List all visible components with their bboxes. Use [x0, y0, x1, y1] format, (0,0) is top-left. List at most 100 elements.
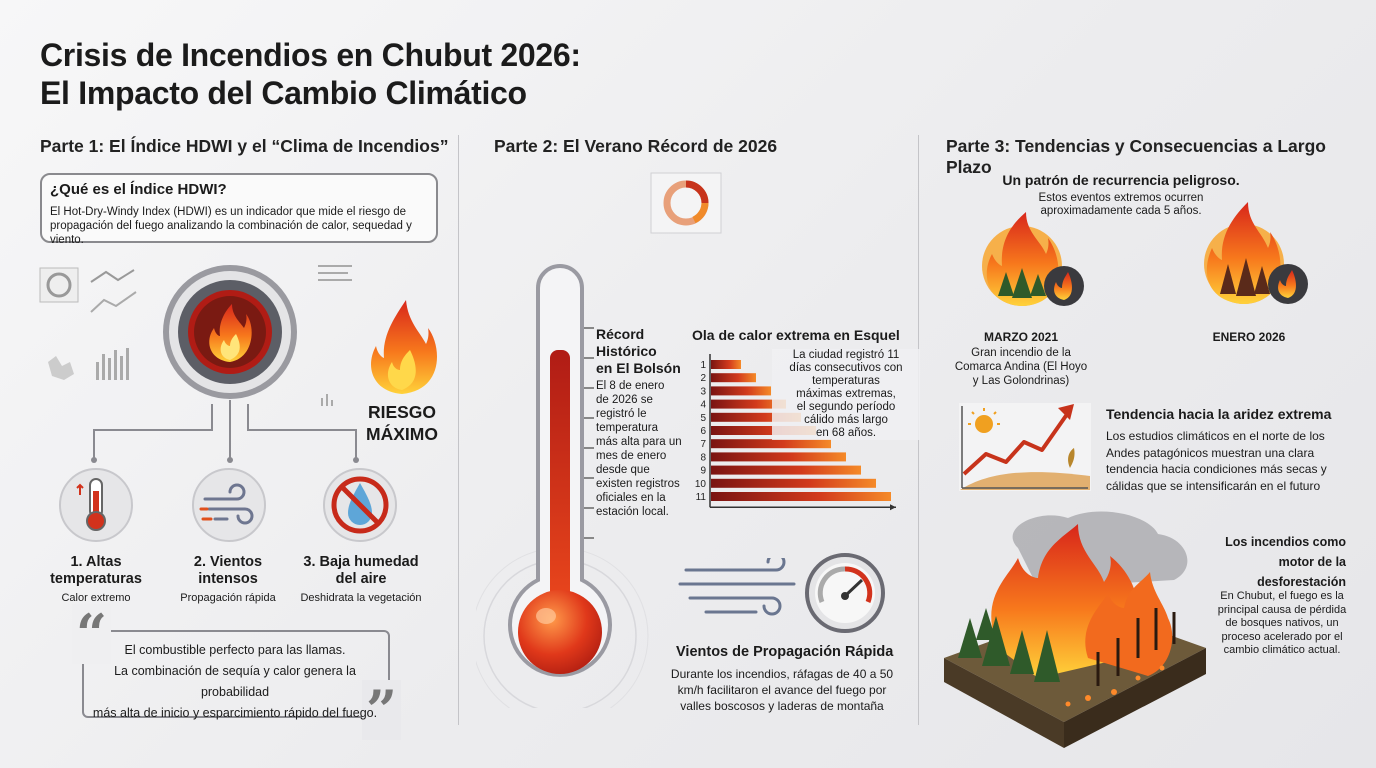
- pattern-text-2: aproximadamente cada 5 años.: [1040, 205, 1202, 217]
- heatwave-text-line: máximas extremas,: [796, 388, 896, 400]
- deforestation-text-line: En Chubut, el fuego es la: [1220, 590, 1344, 602]
- big-thermometer-icon: [476, 264, 649, 708]
- chart-tick-label: 2: [700, 373, 706, 384]
- record-text-line: existen registros: [596, 478, 680, 490]
- quote-line-1: El combustible perfecto para las llamas.: [124, 643, 346, 657]
- aridity-text-line: cálidas que se intensificarán en el futu…: [1106, 478, 1321, 493]
- heatwave-text-line: en 68 años.: [815, 427, 877, 439]
- wind-icon: [192, 468, 266, 542]
- event-2021-text-line: Comarca Andina (El Hoyo: [954, 361, 1088, 373]
- chart-tick-label: 1: [700, 360, 706, 371]
- chart-tick-label: 4: [700, 400, 706, 411]
- decorative-mini-charts: [39, 267, 137, 380]
- deforestation-text-line: de bosques nativos, un: [1225, 617, 1339, 629]
- record-text: El 8 de enero de 2026 se registró le tem…: [596, 379, 686, 519]
- record-text-line: desde que: [596, 464, 650, 476]
- thermometer-icon: [59, 468, 133, 542]
- open-quote-icon: “: [72, 604, 112, 664]
- chart-bar: [711, 439, 831, 449]
- heatwave-bar-chart: 1 2 3 4 5 6 7 8 9 10 11: [695, 354, 896, 511]
- factor-temperature-title-1: 1. Altas: [70, 554, 122, 570]
- aridity-text-line: tendencia hacia condiciones más secas y: [1106, 462, 1327, 476]
- record-title-2: Histórico: [596, 343, 657, 359]
- wind-lines-icon: [678, 558, 796, 616]
- pattern-title: Un patrón de recurrencia peligroso.: [1002, 172, 1240, 188]
- event-2021-text: Gran incendio de la Comarca Andina (El H…: [950, 346, 1092, 388]
- chart-tick-label: 7: [700, 439, 706, 450]
- deforestation-text-line: cambio climático actual.: [1223, 644, 1341, 656]
- quote-line-2: La combinación de sequía y calor genera …: [114, 664, 356, 699]
- risk-label-line2: MÁXIMO: [366, 424, 438, 444]
- record-text-line: estación local.: [596, 506, 669, 518]
- deforestation-text: En Chubut, el fuego es la principal caus…: [1204, 590, 1360, 658]
- event-2021: MARZO 2021 Gran incendio de la Comarca A…: [950, 330, 1092, 388]
- record-text-line: El 8 de enero: [596, 380, 665, 392]
- record-text-line: de 2026 se: [596, 394, 653, 406]
- aridity-title: Tendencia hacia la aridez extrema: [1106, 406, 1332, 422]
- deforestation-text-line: proceso acelerado por el: [1221, 630, 1343, 643]
- decorative-list-lines: [318, 265, 352, 406]
- chart-bar: [711, 492, 891, 501]
- hdwi-definition-title: ¿Qué es el Índice HDWI?: [50, 181, 227, 198]
- chart-tick-label: 8: [700, 452, 706, 463]
- chart-bar: [711, 478, 876, 488]
- deforestation-title-line: desforestación: [1257, 575, 1346, 589]
- record-text-line: temperatura: [596, 422, 659, 434]
- deforestation-title: Los incendios como motor de la desforest…: [1204, 532, 1346, 592]
- heatwave-text-line: temperaturas: [812, 375, 880, 387]
- quote-text: El combustible perfecto para las llamas.…: [82, 640, 388, 724]
- wind-text-line-2: km/h facilitaron el avance del fuego por: [677, 683, 887, 697]
- forest-fire-2021-icon: [982, 212, 1084, 306]
- part3-heading: Parte 3: Tendencias y Consecuencias a La…: [946, 136, 1326, 177]
- chart-title: Ola de calor extrema en Esquel: [692, 327, 900, 343]
- factor-temperature-title-2: temperaturas: [50, 571, 142, 587]
- quote-line-3: más alta de inicio y esparcimiento rápid…: [92, 706, 378, 720]
- event-2021-date: MARZO 2021: [983, 330, 1059, 344]
- factor-humidity-title-1: 3. Baja humedad: [303, 554, 419, 570]
- aridity-text-line: Los estudios climáticos en el norte de l…: [1106, 429, 1325, 443]
- deforestation-text-line: principal causa de pérdida: [1217, 603, 1347, 616]
- heatwave-text-line: días consecutivos con: [789, 362, 903, 374]
- heatwave-text-line: La ciudad registró 11: [792, 349, 900, 361]
- record-text-line: mes de enero: [596, 450, 667, 462]
- record-title-3: en El Bolsón: [596, 360, 681, 376]
- event-2021-text-line: Gran incendio de la: [971, 347, 1071, 359]
- speedometer-icon: [805, 553, 885, 633]
- event-2026-date: ENERO 2026: [1212, 330, 1286, 344]
- aridity-text: Los estudios climáticos en el norte de l…: [1106, 428, 1346, 494]
- aridity-text-line: Andes patagónicos muestran una clara: [1106, 445, 1315, 460]
- factor-humidity-sub: Deshidrata la vegetación: [300, 592, 422, 604]
- event-2021-text-line: y Las Golondrinas): [972, 375, 1070, 387]
- hdwi-definition-box: ¿Qué es el Índice HDWI? El Hot-Dry-Windy…: [40, 173, 438, 246]
- page-title-line1: Crisis de Incendios en Chubut 2026:: [40, 37, 581, 73]
- wind-text-line-3: valles boscosos y laderas de montaña: [680, 699, 884, 713]
- quote-box: [82, 630, 390, 718]
- hdwi-definition-text-2: propagación del fuego analizando la comb…: [50, 220, 412, 246]
- chart-tick-label: 3: [700, 386, 706, 397]
- close-quote-icon: ”: [362, 680, 402, 740]
- factor-humidity: 3. Baja humedad del aire Deshidrata la v…: [296, 554, 426, 604]
- heatwave-text-line: el segundo período: [796, 401, 896, 413]
- heatwave-text-line: cálido más largo: [804, 414, 888, 426]
- factor-connectors: [91, 400, 359, 463]
- page-title: Crisis de Incendios en Chubut 2026: El I…: [40, 36, 581, 112]
- factor-humidity-title-2: del aire: [335, 571, 387, 587]
- chart-axis-arrow: [890, 504, 896, 511]
- wind-title: Vientos de Propagación Rápida: [676, 644, 894, 660]
- divider-1: [458, 135, 459, 725]
- no-water-icon: [323, 468, 397, 542]
- part1-heading: Parte 1: El Índice HDWI y el “Clima de I…: [40, 136, 449, 156]
- forest-fire-2026-icon: [1204, 202, 1308, 304]
- chart-bar: [711, 373, 756, 383]
- record-text-line: más alta para un: [596, 436, 682, 448]
- chart-tick-label: 9: [700, 466, 706, 477]
- factor-wind: 2. Vientos intensos Propagación rápida: [168, 554, 288, 604]
- chart-bar: [711, 399, 786, 409]
- page-title-line2: El Impacto del Cambio Climático: [40, 75, 527, 111]
- pattern-text-1: Estos eventos extremos ocurren: [1038, 192, 1204, 204]
- record-text-line: registró le: [596, 408, 647, 420]
- deforestation-title-line: motor de la: [1278, 555, 1346, 569]
- record-block: Récord Histórico en El Bolsón El 8 de en…: [596, 326, 686, 519]
- deforestation-title-line: Los incendios como: [1225, 535, 1346, 549]
- factor-wind-title-2: intensos: [198, 571, 258, 587]
